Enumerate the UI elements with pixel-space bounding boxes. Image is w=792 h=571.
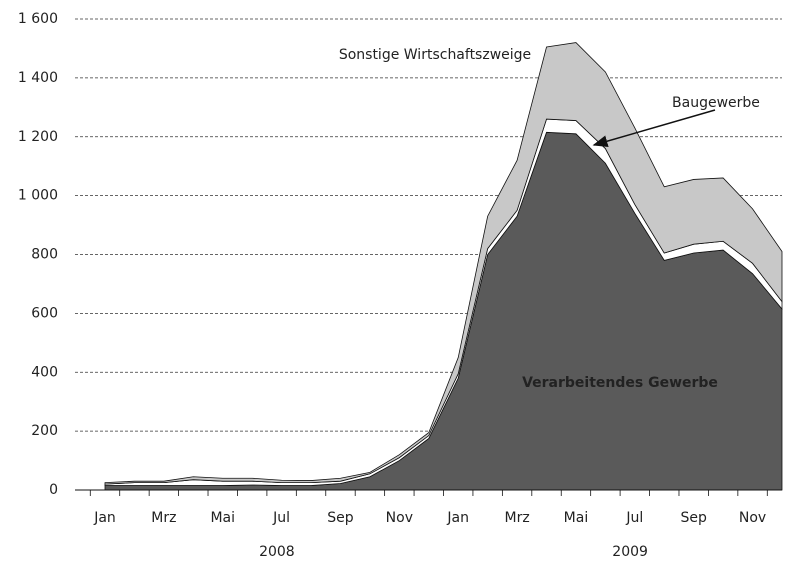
series-label: Baugewerbe [672, 95, 760, 111]
y-tick-label: 1 000 [18, 188, 58, 204]
y-tick-label: 600 [31, 305, 58, 321]
x-tick-label: Mrz [151, 510, 176, 526]
x-tick-label: Sep [327, 510, 354, 526]
y-tick-label: 1 400 [18, 70, 58, 86]
y-tick-label: 1 600 [18, 11, 58, 27]
x-tick-label: Mai [210, 510, 235, 526]
y-tick-label: 0 [49, 482, 58, 498]
x-tick-label: Nov [386, 510, 413, 526]
x-tick-label: Jul [625, 510, 643, 526]
x-tick-label: Jul [272, 510, 290, 526]
y-tick-label: 200 [31, 423, 58, 439]
x-tick-label: Sep [681, 510, 708, 526]
series-label: Sonstige Wirtschaftszweige [339, 47, 531, 63]
y-tick-label: 400 [31, 364, 58, 380]
x-tick-label: Jan [93, 510, 116, 526]
x-tick-label: Mai [564, 510, 589, 526]
y-tick-label: 1 200 [18, 129, 58, 145]
x-group-label: 2009 [612, 544, 648, 560]
x-tick-label: Nov [739, 510, 766, 526]
area [104, 42, 783, 485]
annotation-arrow [592, 109, 716, 148]
series-label: Verarbeitendes Gewerbe [522, 375, 718, 391]
x-tick-label: Jan [446, 510, 469, 526]
x-group-label: 2008 [259, 544, 295, 560]
y-tick-label: 800 [31, 247, 58, 263]
x-tick-label: Mrz [504, 510, 529, 526]
